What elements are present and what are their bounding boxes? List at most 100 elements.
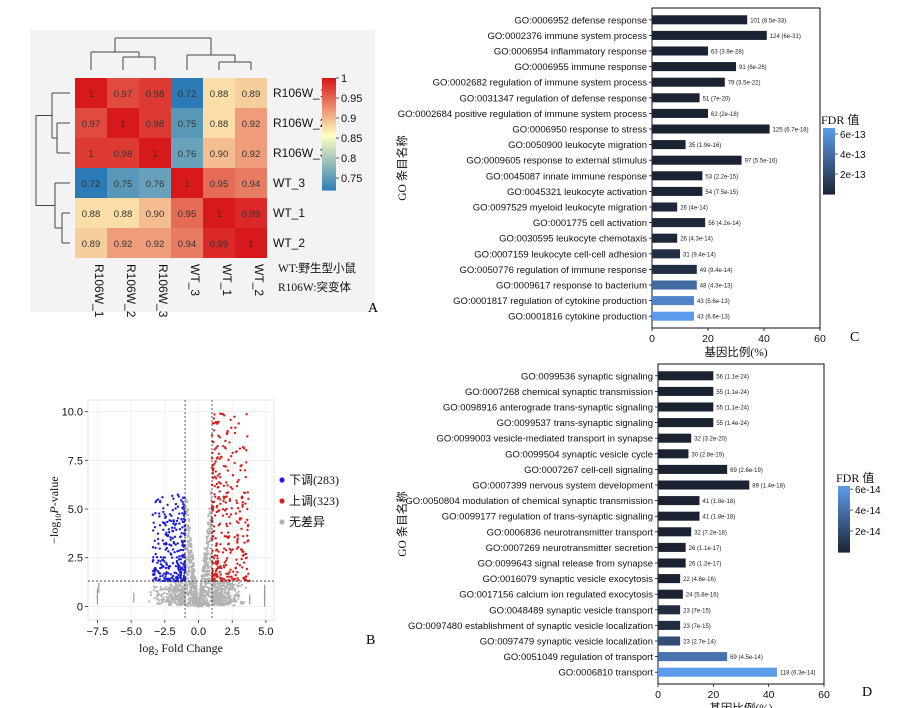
volcano-point-ns	[212, 591, 216, 595]
volcano-point-up	[215, 505, 219, 509]
heatmap-cell-label: 0.94	[178, 239, 197, 250]
volcano-point-ns	[176, 587, 179, 590]
colorbar-segment	[322, 97, 336, 101]
fdr-colorbar-tick-label: 2e-13	[840, 170, 866, 181]
volcano-point-down	[171, 574, 175, 578]
volcano-point-up	[236, 507, 240, 510]
volcano-point-down	[162, 565, 165, 569]
go-bar-label: 32 (3.2e-20)	[694, 437, 727, 443]
heatmap-cell	[107, 198, 139, 228]
volcano-point-ns	[208, 569, 211, 572]
volcano-point-up	[225, 481, 228, 484]
volcano-point-ns	[153, 597, 156, 600]
volcano-point-down	[163, 513, 166, 516]
fdr-colorbar-segment	[823, 189, 835, 193]
volcano-point-down	[158, 547, 161, 550]
volcano-point-ns	[203, 573, 206, 576]
volcano-point-down	[164, 575, 167, 578]
volcano-point-up	[223, 509, 227, 512]
volcano-point-ns	[240, 583, 244, 586]
go-category-label: GO:0001816 cytokine production	[508, 312, 647, 323]
volcano-point-ns	[207, 542, 210, 545]
go-bar-label: 24 (5.8e-16)	[686, 593, 719, 599]
volcano-point-up	[212, 421, 216, 425]
volcano-point-ns	[207, 533, 210, 536]
volcano-point-ns	[170, 584, 173, 587]
volcano-point-down	[181, 541, 184, 544]
volcano-point-down	[159, 556, 163, 559]
volcano-point-ns	[185, 570, 188, 574]
volcano-point-ns	[217, 594, 220, 597]
volcano-point-up	[227, 458, 230, 462]
volcano-point-ns	[217, 580, 220, 584]
heatmap-cell	[139, 168, 171, 198]
fdr-colorbar-segment	[838, 516, 850, 520]
volcano-point-down	[172, 497, 175, 500]
volcano-point-ns	[205, 557, 208, 560]
fdr-colorbar-segment	[838, 514, 850, 518]
volcano-point-down	[165, 546, 169, 550]
go-bar	[658, 464, 728, 474]
volcano-point-ns	[222, 587, 226, 591]
volcano-point-down	[171, 548, 175, 551]
volcano-point-ns	[222, 603, 225, 607]
volcano-point-ns	[212, 599, 215, 602]
heatmap-cell-label: 1	[216, 209, 221, 220]
volcano-point-up	[212, 417, 216, 420]
volcano-point-up	[246, 518, 249, 522]
fdr-colorbar-segment	[838, 521, 850, 524]
volcano-point-down	[171, 562, 175, 565]
volcano-point-ns	[167, 589, 170, 592]
volcano-point-ns	[244, 586, 247, 589]
colorbar-segment	[322, 106, 336, 110]
fdr-colorbar-segment	[838, 490, 850, 494]
volcano-point-up	[233, 461, 236, 465]
fdr-colorbar-segment	[838, 523, 850, 527]
go-category-label: GO:0099177 regulation of trans-synaptic …	[442, 512, 653, 523]
go-category-label: GO:0050900 leukocyte migration	[508, 140, 647, 151]
volcano-legend-marker	[279, 498, 285, 504]
volcano-point-ns	[209, 512, 212, 515]
volcano-point-up	[247, 572, 250, 575]
volcano-point-up	[234, 426, 237, 429]
volcano-point-ns	[219, 600, 222, 603]
volcano-point-up	[238, 564, 242, 567]
colorbar-segment	[322, 159, 336, 163]
volcano-point-ns	[221, 590, 224, 593]
volcano-point-down	[153, 526, 157, 529]
volcano-point-down	[161, 539, 165, 542]
volcano-point-up	[246, 528, 249, 532]
volcano-point-ns	[158, 599, 161, 602]
volcano-point-ns	[202, 593, 205, 597]
colorbar-tick-label: 1	[341, 73, 347, 85]
heatmap-cell-label: 0.88	[114, 209, 133, 220]
fdr-colorbar-segment	[823, 143, 835, 147]
volcano-point-up	[211, 567, 214, 570]
volcano-point-down	[158, 512, 161, 515]
volcano-point-ns	[220, 603, 223, 607]
fdr-colorbar-segment	[838, 545, 850, 549]
go-category-label: GO:0097529 myeloid leukocyte migration	[473, 203, 647, 214]
fdr-colorbar-segment	[838, 501, 850, 505]
volcano-point-up	[214, 569, 218, 573]
volcano-point-up	[213, 577, 216, 580]
volcano-point-ns	[191, 570, 194, 573]
volcano-point-up	[223, 534, 227, 538]
volcano-point-ns	[186, 513, 189, 516]
volcano-point-down	[180, 499, 183, 502]
volcano-point-down	[153, 572, 156, 576]
volcano-point-ns	[184, 501, 187, 504]
volcano-point-ns	[162, 587, 165, 590]
go-category-label: GO:0099536 synaptic signaling	[521, 371, 653, 382]
volcano-point-up	[214, 574, 217, 577]
volcano-point-down	[177, 573, 180, 577]
heatmap-cell	[171, 78, 203, 108]
fdr-legend-title: FDR 值	[836, 470, 874, 485]
volcano-point-ns	[159, 588, 162, 592]
volcano-point-up	[214, 420, 218, 424]
go-bar	[658, 449, 689, 459]
go-bar-label: 118 (6.3e-14)	[780, 671, 816, 677]
volcano-point-ns	[241, 602, 244, 605]
volcano-point-down	[154, 546, 157, 550]
volcano-point-ns	[166, 597, 169, 600]
